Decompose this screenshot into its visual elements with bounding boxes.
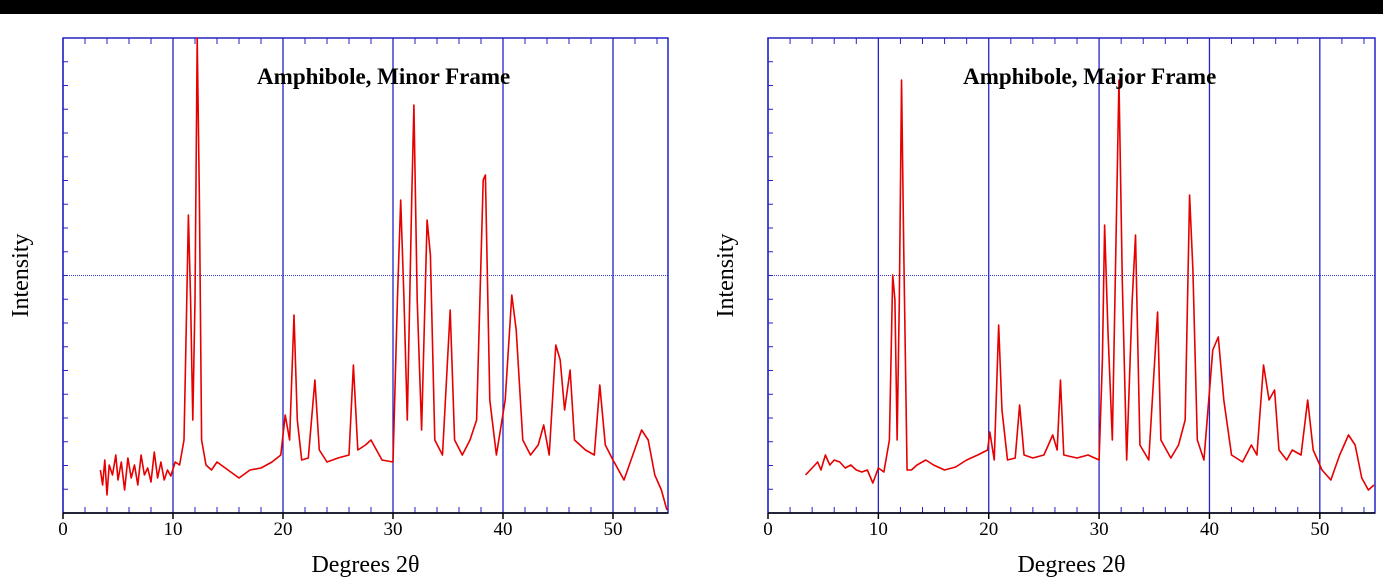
x-tick-label: 10 <box>164 519 183 540</box>
x-tick-label: 20 <box>979 519 998 540</box>
x-tick-label: 50 <box>1310 519 1329 540</box>
x-axis-label: Degrees 2θ <box>311 552 419 578</box>
x-tick-label: 0 <box>58 519 68 540</box>
x-axis-label: Degrees 2θ <box>1017 552 1125 578</box>
y-axis-label: Intensity <box>713 234 739 318</box>
data-line <box>99 37 668 511</box>
x-tick-label: 50 <box>604 519 623 540</box>
x-tick-label: 10 <box>869 519 888 540</box>
x-tick-label: 30 <box>384 519 403 540</box>
x-tick-label: 40 <box>1200 519 1219 540</box>
x-tick-label: 30 <box>1090 519 1109 540</box>
top-bar <box>0 0 1383 14</box>
x-tick-label: 20 <box>274 519 293 540</box>
panel: 0 10 20 30 40 50 Amphibole, Minor Frame Degrees… <box>8 37 669 578</box>
data-line <box>804 79 1375 491</box>
y-axis-label: Intensity <box>8 234 34 318</box>
x-tick-label: 0 <box>763 519 773 540</box>
chart-title: Amphibole, Major Frame <box>963 64 1216 89</box>
chart-title: Amphibole, Minor Frame <box>257 64 510 89</box>
plot-frame <box>767 37 1376 514</box>
panel: 0 10 20 30 40 50 Amphibole, Major Frame Degrees… <box>713 37 1376 578</box>
x-tick-label: 40 <box>494 519 513 540</box>
